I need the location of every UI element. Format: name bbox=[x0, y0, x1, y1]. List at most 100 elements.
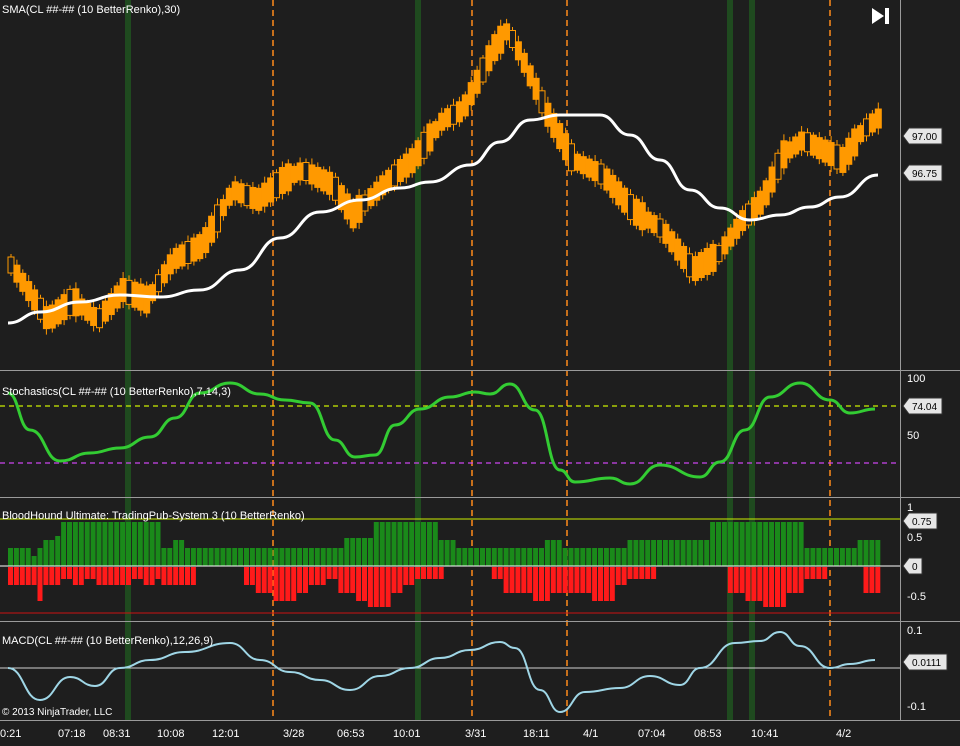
price-tag-lower: 96.75 bbox=[902, 164, 943, 182]
bh-bar-down bbox=[810, 567, 816, 579]
time-label: 18:11 bbox=[523, 728, 550, 740]
bh-bar-down bbox=[102, 567, 108, 585]
bh-bar-up bbox=[674, 540, 680, 566]
candle-body bbox=[255, 187, 263, 211]
candle-body bbox=[568, 143, 575, 172]
bh-bar-up bbox=[698, 540, 704, 566]
bh-bar-up bbox=[179, 540, 185, 566]
bh-bar-down bbox=[509, 567, 515, 593]
candle-body bbox=[680, 245, 688, 269]
bh-bar-down bbox=[739, 567, 745, 593]
bh-bar-up bbox=[432, 522, 438, 566]
bh-bar-down bbox=[108, 567, 114, 585]
bh-bar-up bbox=[190, 548, 196, 566]
bh-bar-up bbox=[834, 548, 839, 566]
bh-bar-down bbox=[603, 567, 609, 601]
bh-bar-down bbox=[503, 567, 509, 593]
bh-bar-down bbox=[757, 567, 763, 601]
candle-body bbox=[160, 264, 168, 284]
bh-bar-down bbox=[403, 567, 409, 585]
bh-bar-down bbox=[49, 567, 55, 585]
candle-body bbox=[84, 302, 92, 321]
bh-bar-up bbox=[61, 522, 67, 566]
candle-body bbox=[261, 182, 269, 207]
bh-bar-up bbox=[25, 548, 31, 566]
bh-bar-up bbox=[474, 548, 480, 566]
bh-bar-down bbox=[137, 567, 143, 579]
candle-body bbox=[756, 190, 764, 215]
bh-bar-up bbox=[775, 522, 780, 566]
bh-bar-down bbox=[379, 567, 385, 607]
bh-bar-up bbox=[13, 548, 19, 566]
bh-bar-down bbox=[267, 567, 273, 593]
bh-bar-down bbox=[727, 567, 733, 593]
bh-bar-up bbox=[580, 548, 586, 566]
bh-bar-up bbox=[338, 548, 344, 566]
bh-bar-up bbox=[686, 540, 692, 566]
bh-bar-down bbox=[391, 567, 397, 593]
bh-bar-down bbox=[373, 567, 379, 607]
candle-body bbox=[674, 238, 682, 261]
bh-bar-up bbox=[857, 540, 863, 566]
bh-bar-down bbox=[120, 567, 126, 585]
skip-forward-icon[interactable] bbox=[872, 8, 889, 24]
bh-bar-up bbox=[444, 540, 450, 566]
candle-body bbox=[656, 218, 664, 238]
bh-bar-up bbox=[72, 522, 78, 566]
candle-body bbox=[243, 185, 251, 207]
candle-body bbox=[556, 123, 564, 150]
bh-bar-down bbox=[491, 567, 497, 579]
candle-body bbox=[101, 300, 109, 322]
macd-panel[interactable]: MACD(CL ##-## (10 BetterRenko),12,26,9) … bbox=[0, 625, 948, 718]
bloodhound-panel[interactable]: BloodHound Ultimate: TradingPub-System 3… bbox=[0, 502, 938, 614]
candle-body bbox=[219, 199, 227, 217]
bh-bar-down bbox=[67, 567, 72, 579]
bloodhound-panel-title: BloodHound Ultimate: TradingPub-System 3… bbox=[2, 510, 305, 522]
bh-bar-up bbox=[480, 548, 485, 566]
bh-bar-down bbox=[521, 567, 527, 593]
bh-bar-up bbox=[816, 548, 822, 566]
bloodhound-histogram bbox=[8, 522, 881, 607]
bh-bar-up bbox=[780, 522, 786, 566]
bh-bar-up bbox=[114, 522, 120, 566]
price-panel[interactable]: SMA(CL ##-## (10 BetterRenko),30) 97.00 … bbox=[2, 4, 943, 335]
bh-bar-down bbox=[798, 567, 804, 593]
candle-body bbox=[302, 162, 310, 181]
bh-bar-up bbox=[757, 522, 763, 566]
bh-bar-down bbox=[421, 567, 426, 579]
stochastics-panel[interactable]: Stochastics(CL ##-## (10 BetterRenko),7,… bbox=[0, 373, 943, 486]
candle-body bbox=[208, 215, 216, 243]
bh-bar-down bbox=[344, 567, 350, 593]
bh-bar-down bbox=[185, 567, 190, 585]
bh-bar-up bbox=[668, 540, 674, 566]
bh-bar-down bbox=[804, 567, 810, 579]
bh-bar-up bbox=[692, 540, 698, 566]
bh-bar-up bbox=[173, 540, 179, 566]
candle-body bbox=[686, 253, 693, 278]
bh-bar-down bbox=[539, 567, 544, 601]
time-axis[interactable]: 0:21 07:18 08:31 10:08 12:01 3/28 06:53 10:01 3/… bbox=[0, 728, 851, 740]
bh-bar-up bbox=[509, 548, 515, 566]
bh-bar-down bbox=[55, 567, 61, 585]
bh-bar-down bbox=[550, 567, 556, 593]
bh-tag-zero: 0 bbox=[902, 557, 923, 575]
bh-bar-down bbox=[574, 567, 580, 593]
bh-bar-up bbox=[308, 548, 314, 566]
candle-body bbox=[768, 166, 776, 193]
bh-bar-up bbox=[845, 548, 851, 566]
candle-body bbox=[750, 197, 758, 221]
bh-bar-down bbox=[875, 567, 881, 593]
bh-bar-up bbox=[320, 548, 326, 566]
candle-body bbox=[798, 131, 806, 151]
bh-bar-down bbox=[356, 567, 362, 601]
bh-bar-up bbox=[421, 522, 426, 566]
candle-body bbox=[573, 153, 581, 171]
candle-body bbox=[497, 25, 505, 54]
candle-body bbox=[196, 234, 204, 260]
candle-body bbox=[721, 236, 729, 255]
candle-body bbox=[650, 215, 658, 234]
candle-body bbox=[585, 158, 593, 178]
bh-bar-up bbox=[550, 540, 556, 566]
bh-bar-up bbox=[238, 548, 244, 566]
